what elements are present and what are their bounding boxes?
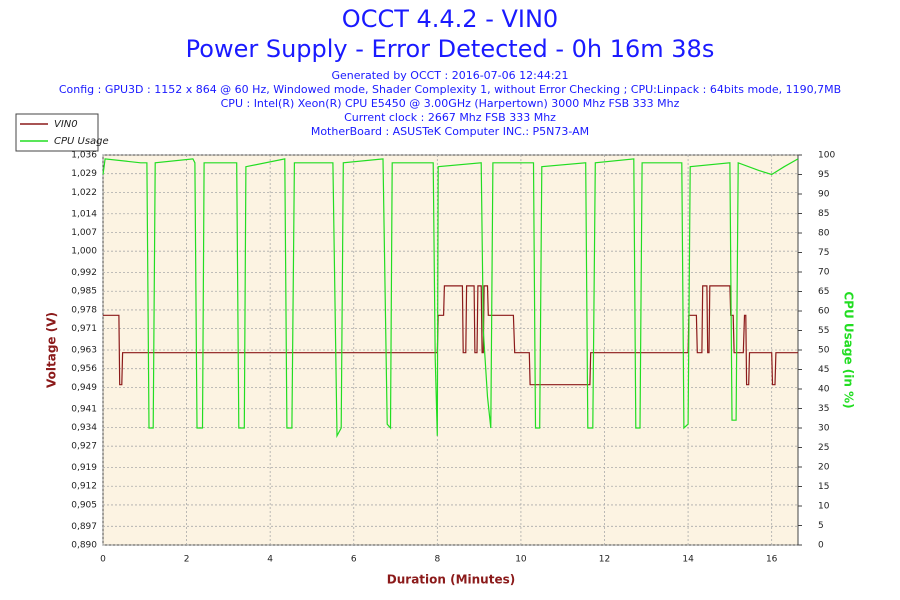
series-line — [102, 158, 799, 439]
y-tick-label: 0,978 — [71, 305, 97, 315]
y2-tick-label: 80 — [818, 229, 830, 239]
y-tick-label: 0,919 — [71, 463, 97, 473]
y2-tick-label: 0 — [818, 541, 824, 551]
info-line: Generated by OCCT : 2016-07-06 12:44:21 — [331, 69, 568, 82]
x-tick-label: 12 — [599, 555, 610, 565]
x-tick-label: 10 — [515, 555, 527, 565]
x-axis-label: Duration (Minutes) — [387, 573, 515, 587]
x-tick-label: 0 — [100, 555, 106, 565]
y-tick-label: 0,985 — [71, 287, 97, 297]
y-tick-label: 0,912 — [71, 482, 97, 492]
y-tick-label: 0,956 — [71, 364, 97, 374]
info-line: Current clock : 2667 Mhz FSB 333 Mhz — [344, 111, 556, 124]
y2-tick-label: 75 — [818, 248, 829, 258]
y2-axis-label: CPU Usage (in %) — [842, 291, 856, 408]
y2-tick-label: 100 — [818, 151, 835, 161]
y-tick-label: 1,007 — [71, 228, 97, 238]
y2-tick-label: 95 — [818, 170, 829, 180]
y-tick-label: 1,014 — [71, 209, 97, 219]
chart-title: OCCT 4.4.2 - VIN0 — [342, 5, 558, 33]
y2-tick-label: 35 — [818, 404, 829, 414]
y-tick-label: 0,890 — [71, 541, 97, 551]
y2-tick-label: 45 — [818, 365, 829, 375]
y2-tick-label: 55 — [818, 326, 829, 336]
y2-tick-label: 25 — [818, 443, 829, 453]
y2-tick-label: 90 — [818, 190, 830, 200]
y2-tick-label: 85 — [818, 209, 829, 219]
y-tick-label: 0,934 — [71, 423, 97, 433]
y-tick-label: 1,036 — [71, 151, 97, 161]
chart-subtitle: Power Supply - Error Detected - 0h 16m 3… — [186, 35, 715, 63]
info-line: Config : GPU3D : 1152 x 864 @ 60 Hz, Win… — [59, 83, 841, 96]
legend-label: VIN0 — [54, 119, 78, 130]
y-tick-label: 0,927 — [71, 442, 97, 452]
y-tick-label: 0,963 — [71, 346, 97, 356]
info-line: CPU : Intel(R) Xeon(R) CPU E5450 @ 3.00G… — [221, 97, 680, 110]
x-tick-label: 8 — [434, 555, 440, 565]
y-tick-label: 0,992 — [71, 268, 97, 278]
y-tick-label: 0,949 — [71, 383, 97, 393]
y2-tick-label: 20 — [818, 463, 830, 473]
y2-tick-label: 40 — [818, 385, 830, 395]
y-axis-label: Voltage (V) — [45, 312, 59, 388]
legend — [15, 113, 99, 152]
x-tick-label: 16 — [766, 555, 778, 565]
y-tick-label: 1,000 — [71, 247, 97, 257]
x-tick-label: 14 — [682, 555, 694, 565]
x-tick-label: 6 — [351, 555, 357, 565]
y-tick-label: 0,971 — [71, 324, 97, 334]
x-tick-label: 2 — [184, 555, 190, 565]
y-tick-label: 0,941 — [71, 404, 97, 414]
info-line: MotherBoard : ASUSTeK Computer INC.: P5N… — [311, 125, 589, 138]
y2-tick-label: 60 — [818, 307, 830, 317]
y-tick-label: 1,022 — [71, 188, 97, 198]
y2-tick-label: 30 — [818, 424, 830, 434]
y2-tick-label: 70 — [818, 268, 830, 278]
y-tick-label: 0,905 — [71, 500, 97, 510]
y2-tick-label: 5 — [818, 521, 824, 531]
x-tick-label: 4 — [267, 555, 273, 565]
y2-tick-label: 50 — [818, 346, 830, 356]
y-tick-label: 1,029 — [71, 169, 97, 179]
y2-tick-label: 10 — [818, 502, 830, 512]
y2-tick-label: 65 — [818, 287, 829, 297]
series-line — [103, 285, 798, 386]
y-tick-label: 0,897 — [71, 522, 97, 532]
y2-tick-label: 15 — [818, 482, 829, 492]
legend-label: CPU Usage — [54, 136, 109, 147]
